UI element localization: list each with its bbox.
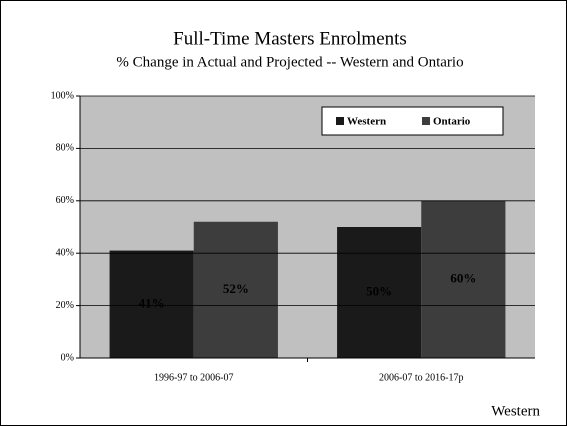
y-tick-label: 0% [61, 352, 74, 363]
value-label: 52% [223, 281, 249, 296]
bar [337, 227, 422, 358]
legend-swatch [422, 117, 430, 125]
bar [421, 200, 506, 358]
legend-label: Ontario [433, 116, 471, 128]
y-tick-label: 40% [56, 247, 74, 258]
bar [109, 250, 194, 358]
x-tick-label: 2006-07 to 2016-17p [379, 372, 463, 383]
legend-box [321, 106, 504, 136]
y-tick-label: 60% [56, 195, 74, 206]
chart-subtitle: % Change in Actual and Projected -- West… [116, 54, 463, 70]
logo: Western [491, 403, 540, 419]
bar [193, 221, 278, 358]
y-tick-label: 20% [56, 300, 74, 311]
value-label: 60% [450, 270, 476, 285]
value-label: 41% [139, 295, 165, 310]
x-tick-label: 1996-97 to 2006-07 [154, 372, 233, 383]
value-label: 50% [366, 283, 392, 298]
y-tick-label: 100% [51, 90, 74, 101]
y-tick-label: 80% [56, 143, 74, 154]
legend-swatch [336, 117, 344, 125]
marks [109, 200, 506, 358]
chart-title: Full-Time Masters Enrolments [173, 28, 407, 49]
legend-label: Western [347, 116, 386, 128]
